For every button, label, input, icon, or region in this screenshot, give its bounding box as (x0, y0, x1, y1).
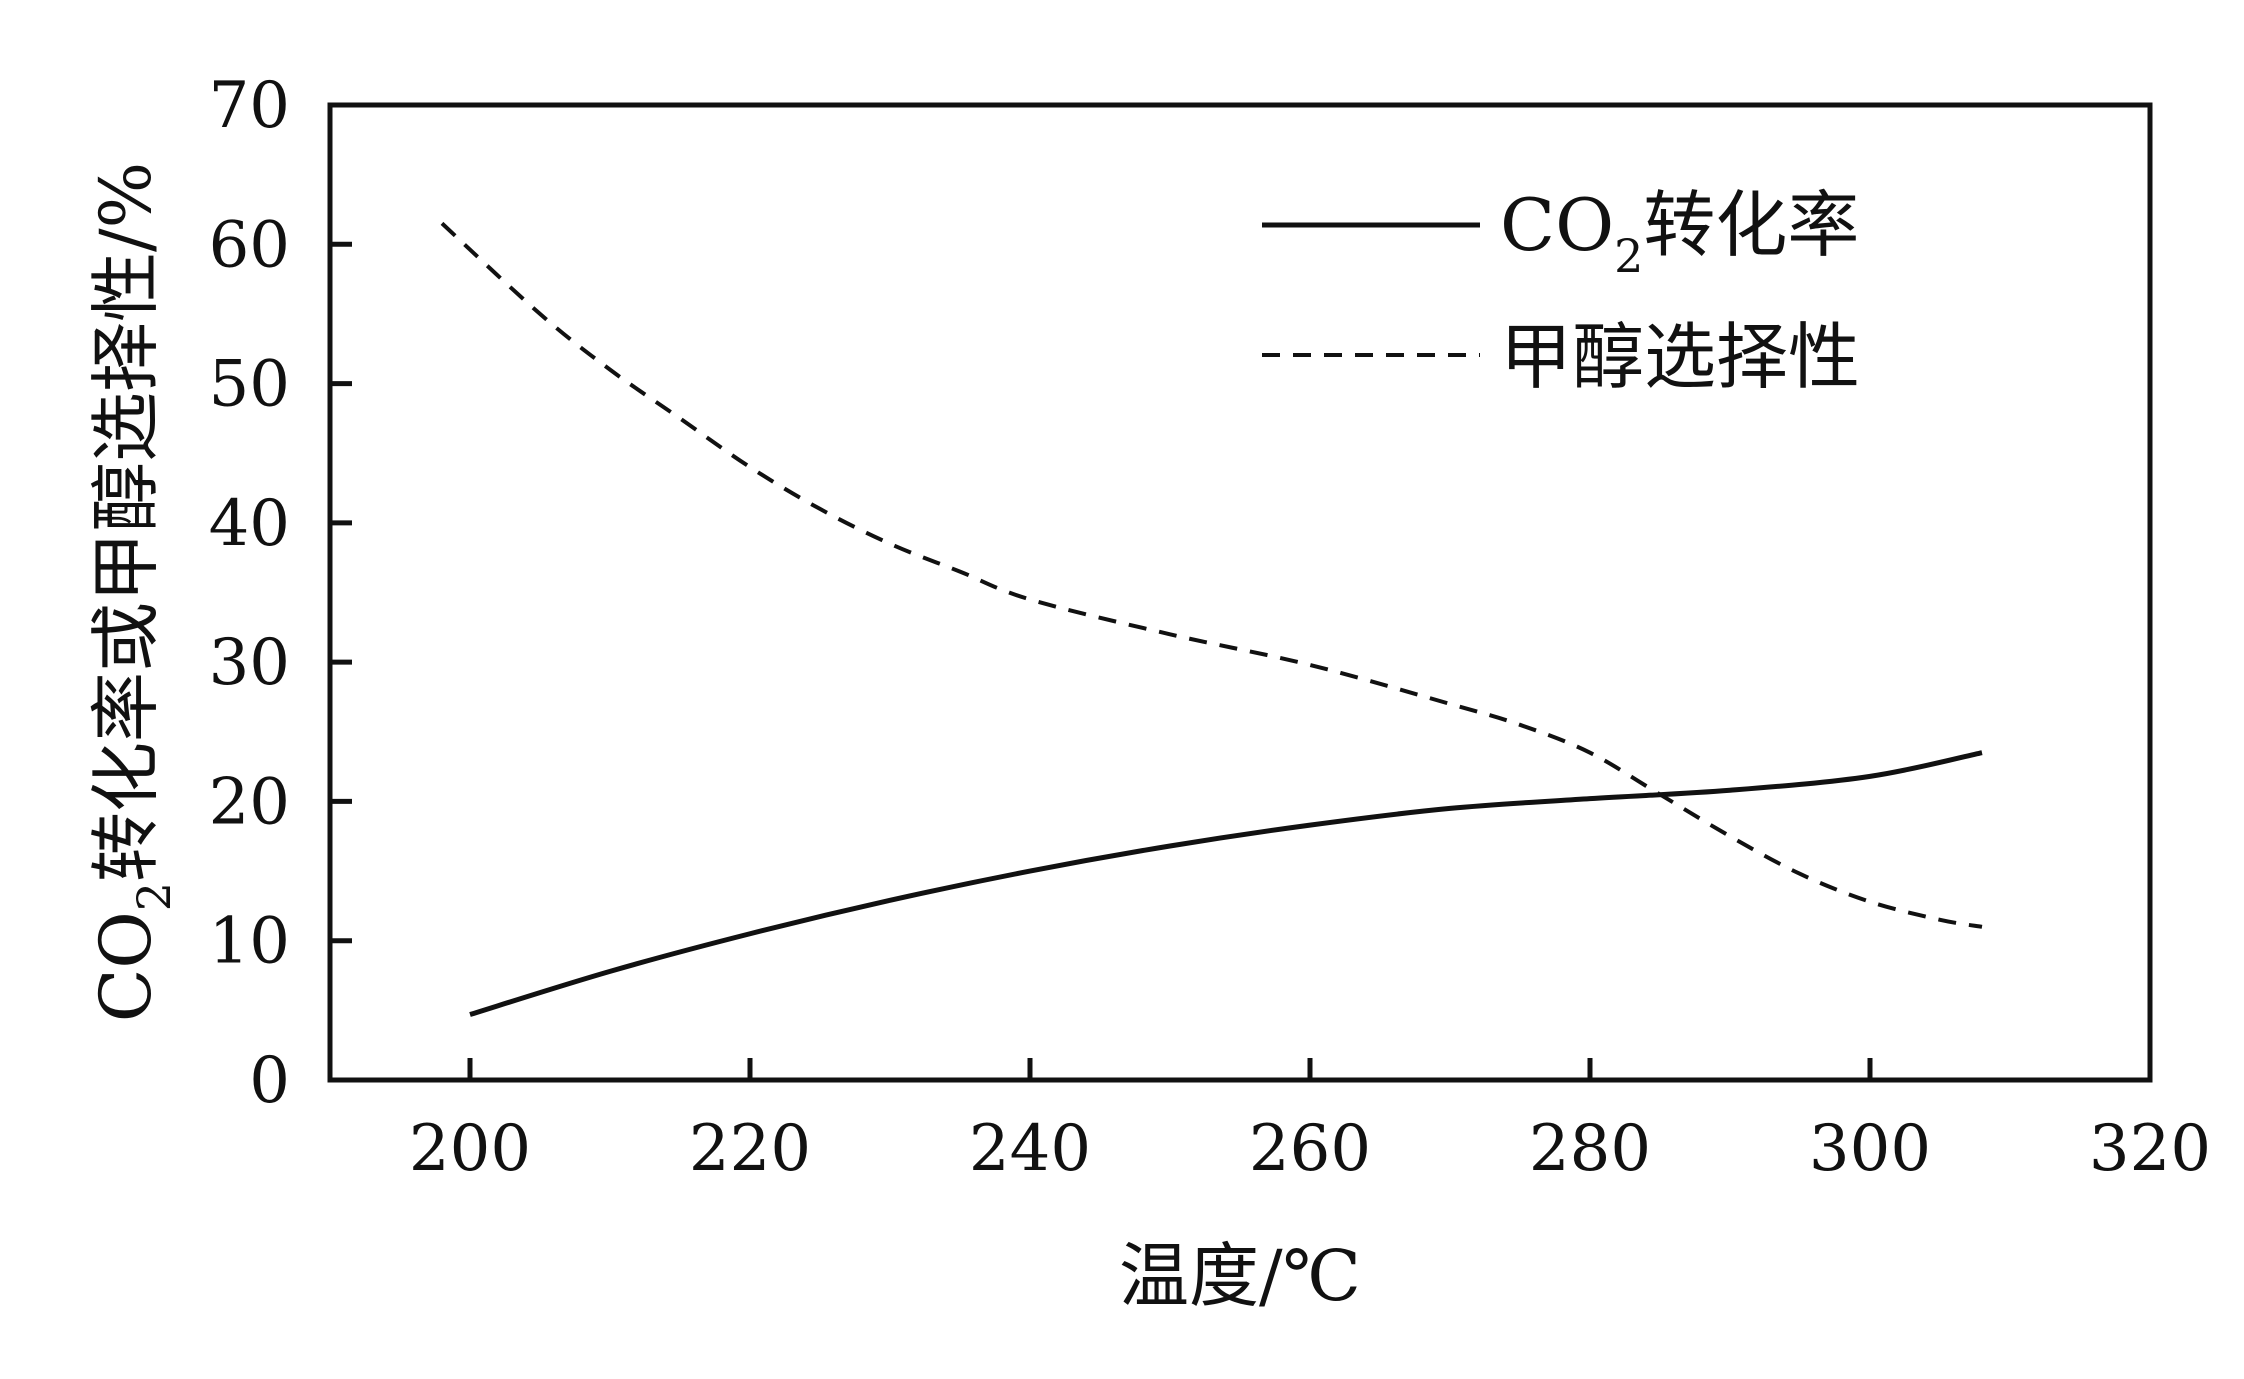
plot-frame (327, 102, 2153, 1083)
y-axis-ticks: 0 10 20 30 40 50 60 70 (209, 69, 352, 1118)
y-tick-label: 40 (209, 487, 290, 561)
y-axis-title: CO2转化率或甲醇选择性/% (85, 162, 181, 1022)
x-tick-label: 300 (1809, 1112, 1931, 1186)
x-tick-label: 280 (1529, 1112, 1651, 1186)
x-axis-ticks: 200 220 240 260 280 300 320 (409, 1058, 2211, 1186)
y-tick-label: 20 (209, 765, 290, 839)
y-tick-label: 0 (249, 1044, 290, 1118)
x-tick-label: 240 (969, 1112, 1091, 1186)
x-tick-label: 260 (1249, 1112, 1371, 1186)
y-tick-label: 60 (209, 208, 290, 282)
y-tick-label: 10 (209, 905, 290, 979)
x-tick-label: 220 (689, 1112, 811, 1186)
x-tick-label: 320 (2089, 1112, 2211, 1186)
y-tick-label: 70 (209, 69, 290, 143)
series-line-methanol-selectivity (440, 221, 1983, 929)
legend-label-co2-conversion: CO2转化率 (1500, 183, 1859, 283)
y-tick-label: 50 (209, 348, 290, 422)
legend-label-methanol-selectivity: 甲醇选择性 (1500, 315, 1860, 399)
series-line-co2-conversion (469, 750, 1983, 1017)
legend: CO2转化率 甲醇选择性 (1262, 183, 1860, 399)
series-layer (440, 221, 1983, 1017)
x-tick-label: 200 (409, 1112, 531, 1186)
y-tick-label: 30 (209, 626, 290, 700)
x-axis-title: 温度/℃ (1119, 1235, 1361, 1317)
